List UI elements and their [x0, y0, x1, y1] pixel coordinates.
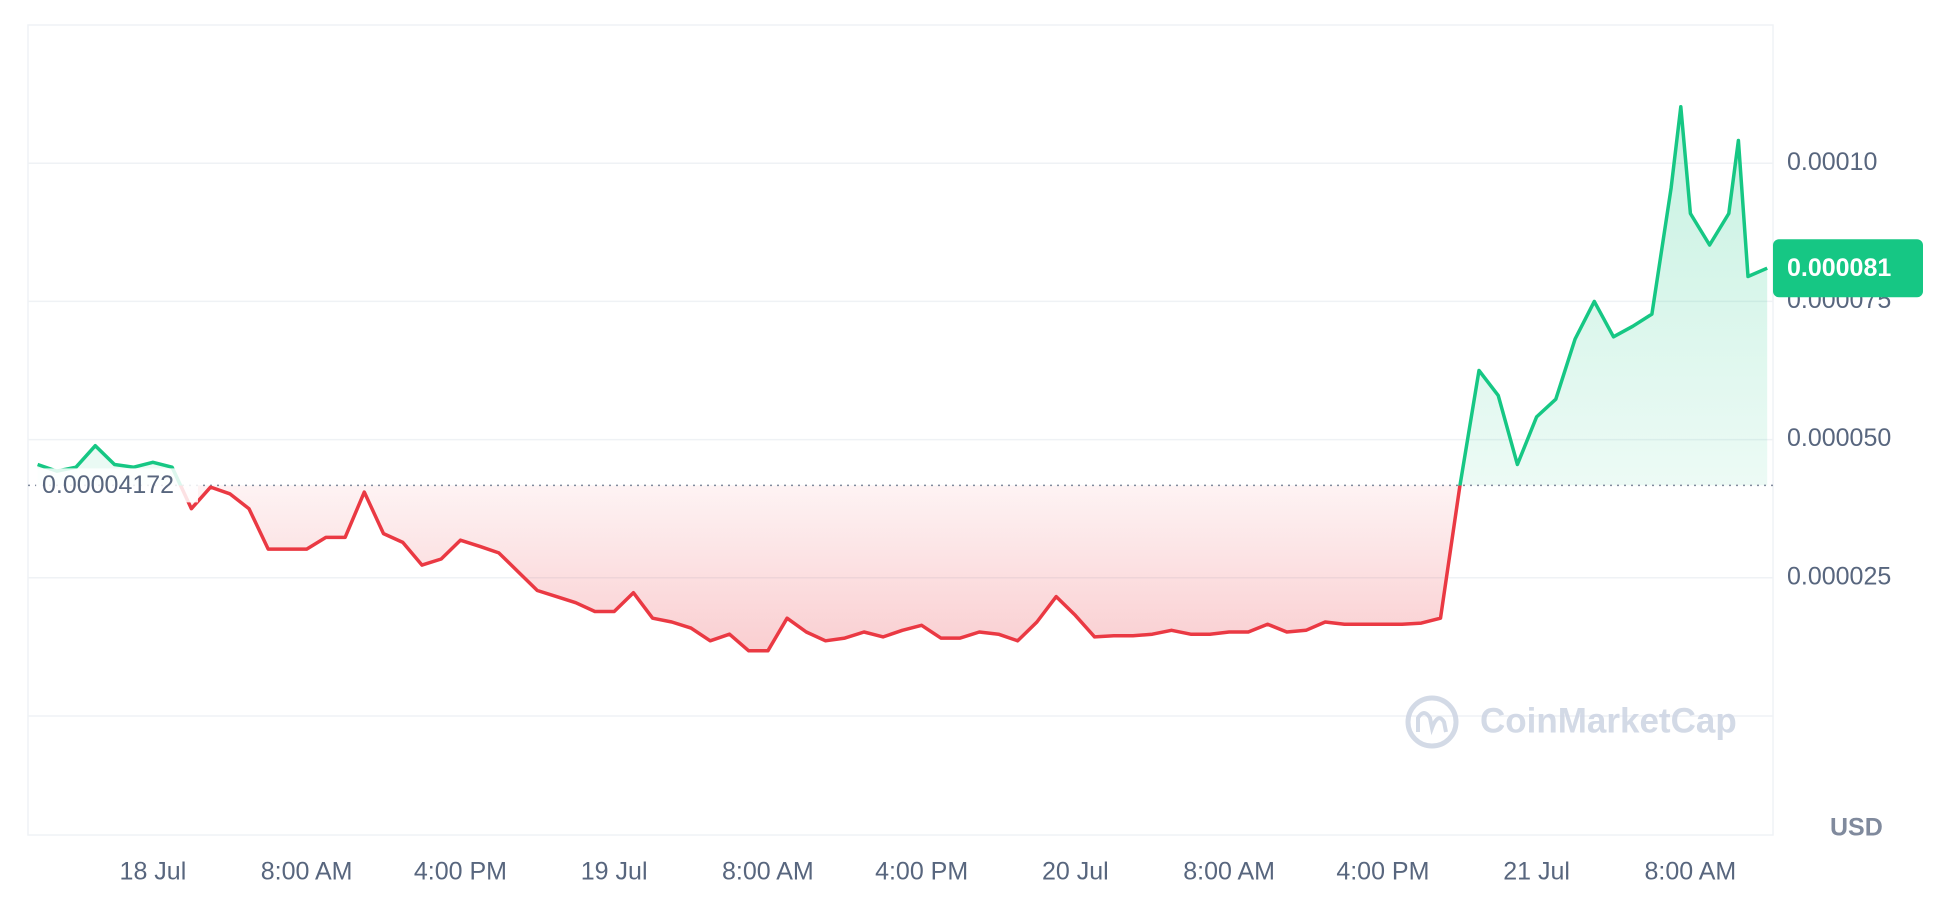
y-tick-label: 0.000025	[1787, 562, 1891, 590]
x-tick-label: 4:00 PM	[414, 858, 507, 886]
price-line	[37, 105, 1768, 653]
watermark-text: CoinMarketCap	[1480, 701, 1737, 740]
x-tick-label: 8:00 AM	[1644, 858, 1736, 886]
price-area	[37, 106, 1768, 651]
x-tick-label: 21 Jul	[1503, 858, 1570, 886]
watermark-logo	[1405, 695, 1459, 749]
price-tag-label: 0.000081	[1787, 254, 1891, 282]
y-tick-label: 0.00010	[1787, 148, 1877, 176]
x-tick-label: 8:00 AM	[1183, 858, 1275, 886]
y-tick-label: 0.000050	[1787, 424, 1891, 452]
x-tick-label: 8:00 AM	[722, 858, 814, 886]
baseline-label-bg	[36, 468, 198, 503]
price-tag	[1773, 239, 1923, 298]
baseline-label: 0.00004172	[42, 471, 174, 499]
plot-frame	[27, 24, 1774, 836]
marks	[28, 105, 1773, 653]
watermark: CoinMarketCap	[1405, 695, 1737, 749]
watermark-logo-wave	[1416, 711, 1448, 736]
x-tick-label: 20 Jul	[1042, 858, 1109, 886]
x-tick-label: 18 Jul	[120, 858, 187, 886]
x-tick-label: 4:00 PM	[1336, 858, 1429, 886]
currency-label: USD	[1830, 814, 1883, 842]
x-tick-label: 8:00 AM	[261, 858, 353, 886]
x-tick-label: 19 Jul	[581, 858, 648, 886]
x-tick-label: 4:00 PM	[875, 858, 968, 886]
